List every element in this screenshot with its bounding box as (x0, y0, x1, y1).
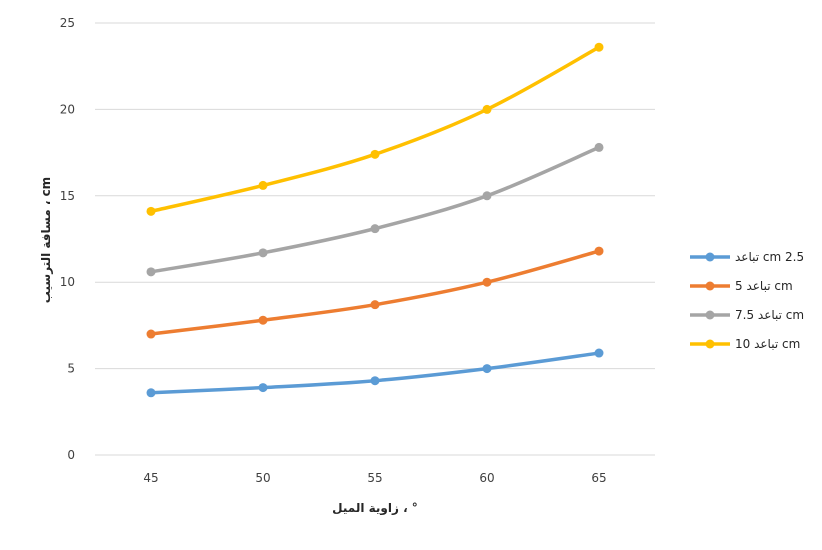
x-tick-label: 60 (479, 471, 494, 485)
data-point (482, 104, 492, 114)
legend-item: تباعد cm 2.5 (690, 250, 804, 264)
series-line (146, 42, 604, 216)
y-tick-label: 10 (60, 275, 75, 289)
data-point (146, 388, 156, 398)
series-line (146, 348, 604, 398)
x-axis-title: زاوية الميل ، ° (332, 501, 418, 516)
y-tick-label: 0 (67, 448, 75, 462)
y-axis-title: مسافة الترسيب ، cm (39, 177, 53, 303)
x-tick-labels: 45 50 55 60 65 (143, 471, 606, 485)
legend-item: تباعد 7.5 cm (690, 308, 804, 322)
legend-label: تباعد 10 cm (735, 337, 800, 351)
data-point (146, 329, 156, 339)
data-point (258, 383, 268, 393)
data-point (146, 206, 156, 216)
data-point (258, 180, 268, 190)
data-point (482, 191, 492, 201)
data-point (482, 277, 492, 287)
data-point (370, 376, 380, 386)
legend-swatch-marker (705, 281, 715, 291)
data-point (258, 248, 268, 258)
data-point (594, 348, 604, 358)
series-group (146, 42, 604, 398)
data-point (594, 42, 604, 52)
data-point (146, 267, 156, 277)
data-point (258, 315, 268, 325)
legend-label: تباعد 7.5 cm (735, 308, 804, 322)
data-point (370, 149, 380, 159)
data-point (594, 246, 604, 256)
legend-item: تباعد 10 cm (690, 337, 800, 351)
data-point (594, 142, 604, 152)
series-line (146, 246, 604, 339)
data-point (370, 224, 380, 234)
legend-label: تباعد cm 2.5 (735, 250, 804, 264)
legend-swatch-marker (705, 310, 715, 320)
series-line (146, 142, 604, 277)
gridlines (95, 22, 655, 456)
legend-swatch-marker (705, 252, 715, 262)
legend: تباعد cm 2.5 تباعد 5 cm تباعد 7.5 cm تباعد … (690, 250, 804, 351)
y-tick-label: 25 (60, 16, 75, 30)
y-tick-label: 20 (60, 102, 75, 116)
legend-item: تباعد 5 cm (690, 279, 793, 293)
x-tick-label: 65 (591, 471, 606, 485)
y-tick-label: 15 (60, 189, 75, 203)
data-point (370, 300, 380, 310)
x-tick-label: 45 (143, 471, 158, 485)
x-tick-label: 50 (255, 471, 270, 485)
y-tick-label: 5 (67, 362, 75, 376)
y-tick-labels: 0 5 10 15 20 25 (60, 16, 75, 462)
x-tick-label: 55 (367, 471, 382, 485)
legend-swatch-marker (705, 339, 715, 349)
legend-label: تباعد 5 cm (735, 279, 793, 293)
data-point (482, 364, 492, 374)
